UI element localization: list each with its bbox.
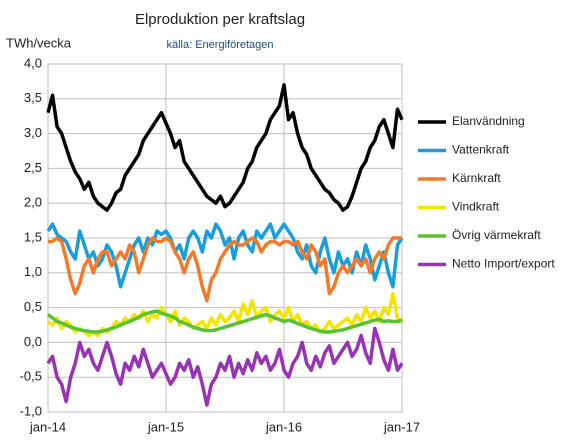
legend-label: Netto Import/export xyxy=(452,257,555,271)
chart-title: Elproduktion per kraftslag xyxy=(135,11,305,28)
y-tick-label: 1,5 xyxy=(24,229,42,244)
y-tick-label: -0,5 xyxy=(20,369,42,384)
legend-label: Kärnkraft xyxy=(452,171,501,185)
series-line xyxy=(46,326,404,407)
y-tick-label: 4,0 xyxy=(24,55,42,70)
x-tick-label: jan-14 xyxy=(29,419,66,434)
y-tick-label: 0,5 xyxy=(24,299,42,314)
series-line xyxy=(46,83,404,212)
y-tick-label: 2,0 xyxy=(24,195,42,210)
x-tick-label: jan-16 xyxy=(265,419,302,434)
legend-label: Vattenkraft xyxy=(452,143,510,157)
series-line xyxy=(46,309,403,334)
series-line xyxy=(48,236,402,303)
y-tick-label: 0,0 xyxy=(24,334,42,349)
y-tick-label: -1,0 xyxy=(20,403,42,418)
y-tick-label: 3,0 xyxy=(24,125,42,140)
series-line xyxy=(46,291,404,338)
y-tick-label: 1,0 xyxy=(24,264,42,279)
legend-label: Övrig värmekraft xyxy=(452,228,541,242)
chart-subtitle: källa: Energiföretagen xyxy=(166,39,273,51)
y-axis-label: TWh/vecka xyxy=(6,35,72,50)
x-tick-label: jan-17 xyxy=(383,419,420,434)
legend-label: Elanvändning xyxy=(452,114,525,128)
y-tick-label: 3,5 xyxy=(24,90,42,105)
x-tick-label: jan-15 xyxy=(147,419,184,434)
legend-label: Vindkraft xyxy=(452,200,500,214)
y-tick-label: 2,5 xyxy=(24,160,42,175)
